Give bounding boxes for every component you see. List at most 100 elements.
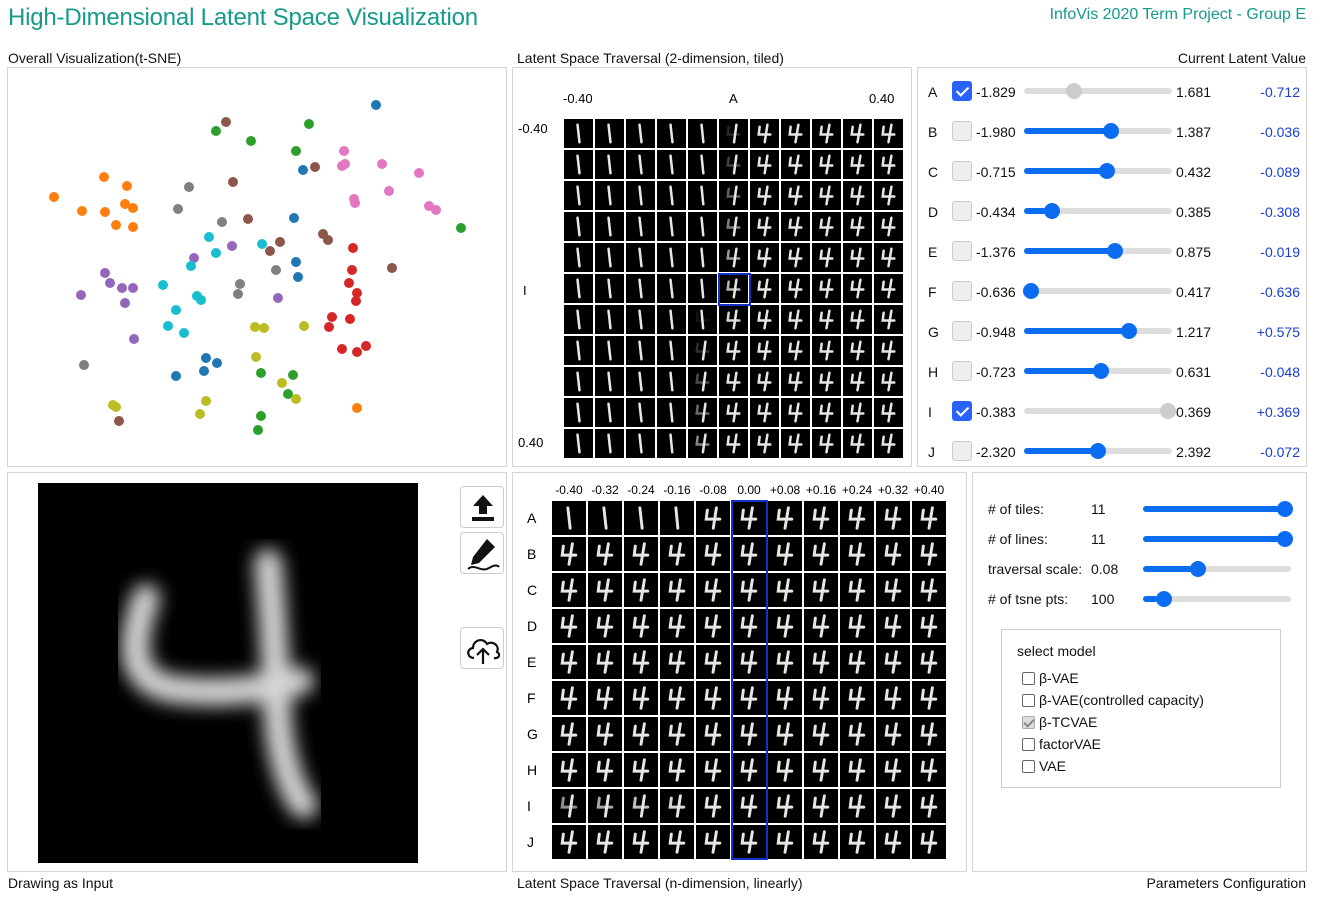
linear-tile[interactable] bbox=[587, 536, 623, 572]
tsne-point[interactable] bbox=[352, 403, 362, 413]
tsne-point[interactable] bbox=[298, 165, 308, 175]
tiled-tile[interactable] bbox=[625, 366, 656, 397]
tsne-point[interactable] bbox=[291, 394, 301, 404]
tiled-tile[interactable] bbox=[780, 273, 811, 304]
linear-tile[interactable] bbox=[659, 536, 695, 572]
tsne-point[interactable] bbox=[304, 119, 314, 129]
linear-tile[interactable] bbox=[587, 824, 623, 860]
tiled-tile[interactable] bbox=[780, 335, 811, 366]
linear-tile[interactable] bbox=[623, 500, 659, 536]
tsne-point[interactable] bbox=[456, 223, 466, 233]
tsne-point[interactable] bbox=[158, 280, 168, 290]
linear-tile[interactable] bbox=[875, 536, 911, 572]
tiled-tile[interactable] bbox=[718, 366, 749, 397]
tiled-tile[interactable] bbox=[842, 335, 873, 366]
tiled-tile[interactable] bbox=[749, 118, 780, 149]
tiled-tile[interactable] bbox=[656, 118, 687, 149]
tiled-tile[interactable] bbox=[687, 273, 718, 304]
slider-thumb[interactable] bbox=[1098, 163, 1115, 179]
tsne-point[interactable] bbox=[186, 261, 196, 271]
tiled-tile[interactable] bbox=[563, 366, 594, 397]
linear-tile[interactable] bbox=[911, 572, 947, 608]
tiled-tile[interactable] bbox=[594, 118, 625, 149]
tiled-tile[interactable] bbox=[594, 149, 625, 180]
tiled-tile[interactable] bbox=[594, 273, 625, 304]
linear-tile[interactable] bbox=[695, 788, 731, 824]
linear-tile[interactable] bbox=[659, 680, 695, 716]
linear-tile[interactable] bbox=[839, 572, 875, 608]
tiled-tile[interactable] bbox=[563, 180, 594, 211]
tsne-point[interactable] bbox=[256, 368, 266, 378]
tsne-point[interactable] bbox=[243, 214, 253, 224]
tiled-tile[interactable] bbox=[811, 242, 842, 273]
linear-tile[interactable] bbox=[911, 644, 947, 680]
linear-tile[interactable] bbox=[875, 788, 911, 824]
tsne-point[interactable] bbox=[291, 257, 301, 267]
tsne-point[interactable] bbox=[323, 235, 333, 245]
tsne-point[interactable] bbox=[217, 217, 227, 227]
tiled-tile[interactable] bbox=[718, 149, 749, 180]
tsne-point[interactable] bbox=[352, 288, 362, 298]
tiled-tile[interactable] bbox=[811, 149, 842, 180]
linear-tile[interactable] bbox=[551, 788, 587, 824]
linear-tile[interactable] bbox=[659, 824, 695, 860]
latent-slider[interactable] bbox=[1024, 123, 1172, 139]
tiled-tile[interactable] bbox=[656, 211, 687, 242]
tsne-point[interactable] bbox=[163, 321, 173, 331]
tiled-tile[interactable] bbox=[780, 149, 811, 180]
tiled-tile[interactable] bbox=[656, 149, 687, 180]
tiled-tile[interactable] bbox=[625, 335, 656, 366]
tsne-point[interactable] bbox=[348, 243, 358, 253]
linear-tile[interactable] bbox=[875, 824, 911, 860]
drawing-canvas[interactable] bbox=[38, 483, 418, 863]
tiled-tile[interactable] bbox=[873, 180, 904, 211]
model-option[interactable]: β-VAE bbox=[1022, 670, 1079, 686]
tiled-tile[interactable] bbox=[625, 397, 656, 428]
tiled-tile[interactable] bbox=[718, 242, 749, 273]
tiled-tile[interactable] bbox=[656, 242, 687, 273]
model-checkbox[interactable] bbox=[1022, 715, 1035, 729]
linear-tile[interactable] bbox=[803, 644, 839, 680]
tiled-tile[interactable] bbox=[687, 366, 718, 397]
tsne-point[interactable] bbox=[271, 265, 281, 275]
tsne-point[interactable] bbox=[431, 205, 441, 215]
linear-tile[interactable] bbox=[875, 716, 911, 752]
tiled-tile[interactable] bbox=[842, 211, 873, 242]
linear-tile[interactable] bbox=[911, 536, 947, 572]
tsne-point[interactable] bbox=[377, 159, 387, 169]
linear-tile[interactable] bbox=[731, 644, 767, 680]
tiled-tile[interactable] bbox=[718, 428, 749, 459]
tiled-tile[interactable] bbox=[594, 242, 625, 273]
tiled-tile[interactable] bbox=[563, 304, 594, 335]
linear-tile[interactable] bbox=[803, 500, 839, 536]
linear-tile[interactable] bbox=[659, 500, 695, 536]
model-checkbox[interactable] bbox=[1022, 737, 1035, 751]
tiled-tile[interactable] bbox=[563, 149, 594, 180]
tiled-tile[interactable] bbox=[811, 428, 842, 459]
tiled-tile[interactable] bbox=[749, 428, 780, 459]
tiled-tile[interactable] bbox=[563, 397, 594, 428]
tiled-tile[interactable] bbox=[625, 273, 656, 304]
tiled-tile[interactable] bbox=[780, 242, 811, 273]
tsne-point[interactable] bbox=[179, 328, 189, 338]
latent-checkbox[interactable] bbox=[952, 361, 972, 381]
tsne-point[interactable] bbox=[201, 353, 211, 363]
linear-tile[interactable] bbox=[623, 572, 659, 608]
tiled-tile[interactable] bbox=[594, 366, 625, 397]
tsne-point[interactable] bbox=[250, 322, 260, 332]
linear-tile[interactable] bbox=[839, 824, 875, 860]
tsne-point[interactable] bbox=[211, 126, 221, 136]
tsne-point[interactable] bbox=[184, 182, 194, 192]
latent-slider[interactable] bbox=[1024, 323, 1172, 339]
linear-tile[interactable] bbox=[839, 500, 875, 536]
tiled-tile[interactable] bbox=[594, 335, 625, 366]
tsne-point[interactable] bbox=[387, 263, 397, 273]
tiled-tile[interactable] bbox=[842, 273, 873, 304]
linear-tile[interactable] bbox=[911, 608, 947, 644]
linear-tile[interactable] bbox=[587, 788, 623, 824]
tiled-tile[interactable] bbox=[718, 211, 749, 242]
linear-tile[interactable] bbox=[803, 788, 839, 824]
slider-thumb[interactable] bbox=[1066, 83, 1083, 99]
tiled-tile[interactable] bbox=[656, 180, 687, 211]
tiled-tile[interactable] bbox=[594, 180, 625, 211]
